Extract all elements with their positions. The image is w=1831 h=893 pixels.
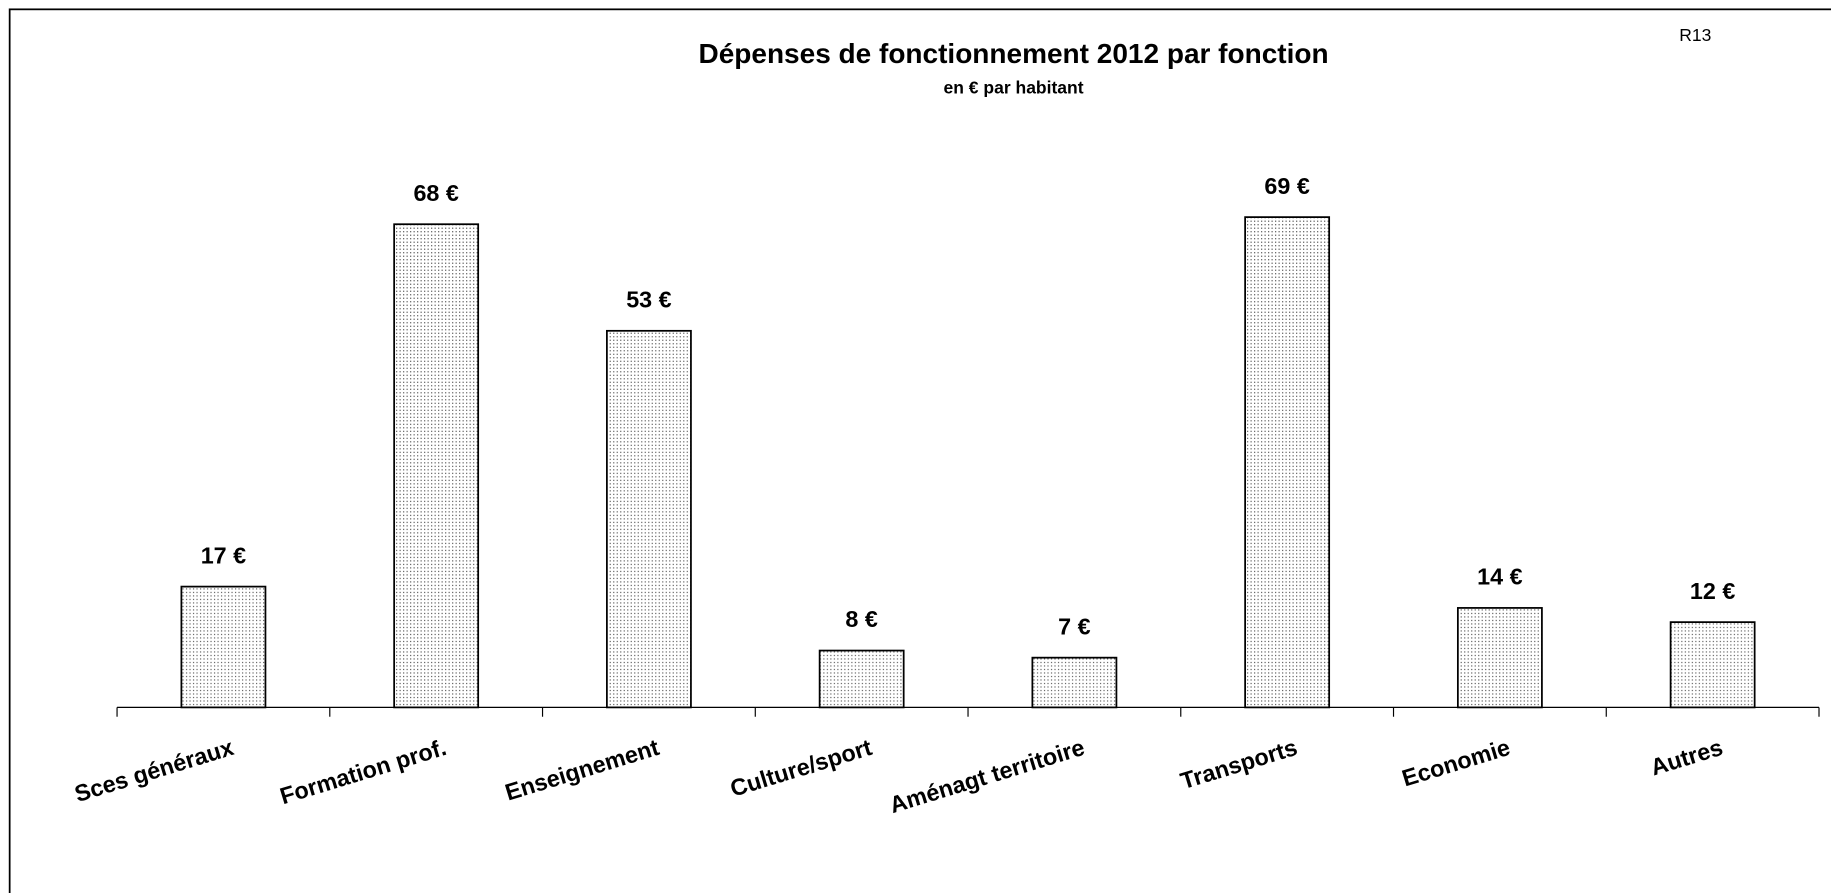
data-label: 14 € xyxy=(1477,564,1522,590)
chart-frame xyxy=(8,8,1831,893)
data-label: 68 € xyxy=(413,180,458,206)
bar xyxy=(1456,607,1543,709)
data-label: 8 € xyxy=(845,606,877,632)
bar xyxy=(1031,656,1118,709)
data-label: 53 € xyxy=(626,286,671,312)
bar xyxy=(1669,621,1756,709)
chart-subtitle: en € par habitant xyxy=(944,77,1084,97)
data-label: 12 € xyxy=(1690,578,1735,604)
data-label: 69 € xyxy=(1264,173,1309,199)
bar xyxy=(818,649,905,709)
chart-title: Dépenses de fonctionnement 2012 par fonc… xyxy=(698,38,1328,69)
annotation: R13 xyxy=(1679,25,1711,45)
bar xyxy=(1244,216,1331,709)
data-label: 7 € xyxy=(1058,613,1090,639)
bar xyxy=(393,223,480,709)
bar xyxy=(180,585,267,709)
bar xyxy=(606,329,692,709)
data-label: 17 € xyxy=(201,542,246,568)
